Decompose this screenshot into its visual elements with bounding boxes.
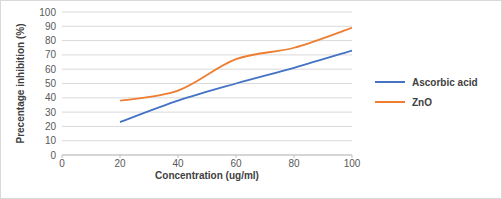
y-tick-label: 60	[45, 64, 57, 75]
x-tick-label: 100	[344, 158, 361, 169]
x-axis	[62, 155, 352, 156]
grid-line	[62, 97, 352, 98]
grid-line	[62, 26, 352, 27]
legend-label: Ascorbic acid	[412, 77, 478, 88]
y-tick-label: 40	[45, 92, 57, 103]
y-tick-label: 70	[45, 49, 57, 60]
legend-swatch	[375, 81, 405, 83]
y-tick-label: 90	[45, 21, 57, 32]
y-tick-label: 50	[45, 78, 57, 89]
chart-border	[1, 1, 502, 199]
legend-label: ZnO	[412, 97, 432, 108]
grid-line	[62, 140, 352, 141]
grid-line	[62, 54, 352, 55]
grid-line	[62, 83, 352, 84]
grid-line	[62, 69, 352, 70]
x-tick-label: 20	[114, 158, 126, 169]
grid-line	[62, 12, 352, 13]
grid-line	[62, 126, 352, 127]
x-tick-label: 80	[288, 158, 300, 169]
x-tick-label: 40	[172, 158, 184, 169]
grid-line	[62, 155, 352, 156]
x-tick-label: 0	[59, 158, 65, 169]
x-axis-label: Concentration (ug/ml)	[155, 170, 259, 181]
y-tick-label: 100	[39, 7, 56, 18]
legend-swatch	[375, 101, 405, 103]
y-axis-label: Precentage inhibition (%)	[15, 23, 26, 143]
x-tick-label: 60	[230, 158, 242, 169]
y-tick-label: 10	[45, 135, 57, 146]
series-line	[120, 28, 352, 101]
grid-line	[62, 40, 352, 41]
plot-area	[120, 28, 352, 122]
chart: 0 10 20 30 40 50 60 70 80 90 100 0 20 40 60 80 100 Concen…	[0, 0, 502, 199]
y-tick-label: 0	[50, 150, 56, 161]
y-tick-label: 80	[45, 35, 57, 46]
y-tick-label: 30	[45, 107, 57, 118]
series-line	[120, 51, 352, 123]
y-tick-label: 20	[45, 121, 57, 132]
grid-line	[62, 112, 352, 113]
